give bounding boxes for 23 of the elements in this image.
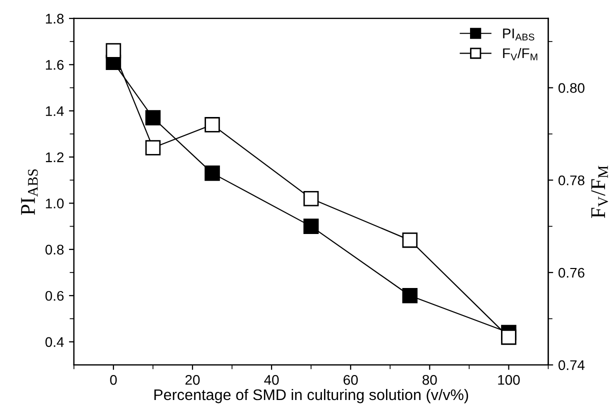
y-tick-label: 0.4 bbox=[45, 337, 64, 347]
y-tick-label: 1.6 bbox=[46, 60, 64, 70]
y-tick-label: 1.0 bbox=[46, 198, 64, 208]
y-tick-label: 0.8 bbox=[45, 244, 64, 255]
y-tick-label: 0.6 bbox=[45, 290, 64, 301]
legend-label: PI$_{ABS}$ bbox=[503, 28, 534, 41]
y2-tick-label: 0.76 bbox=[558, 268, 584, 278]
x-axis-title: Percentage of SMD in culturing solution (v/v%) bbox=[154, 388, 468, 404]
x-tick-label: 80 bbox=[422, 374, 437, 385]
x-tick-label: 40 bbox=[264, 374, 279, 385]
y2-tick-label: 0.78 bbox=[558, 175, 584, 186]
y-axis-title: PI$_{ABS}$ bbox=[21, 169, 38, 215]
x-tick-label: 60 bbox=[344, 374, 358, 385]
y-tick-label: 1.8 bbox=[46, 14, 64, 24]
x-tick-label: 0 bbox=[110, 374, 117, 385]
y2-tick-label: 0.80 bbox=[558, 83, 584, 93]
y-tick-label: 1.4 bbox=[46, 106, 64, 116]
y-tick-label: 1.2 bbox=[46, 152, 64, 162]
legend-label: F$_{V}$/F$_{M}$ bbox=[503, 48, 538, 60]
x-tick-label: 20 bbox=[185, 374, 200, 385]
y2-axis-title: F$_{V}$/F$_{M}$ bbox=[591, 166, 608, 218]
x-tick-label: 100 bbox=[498, 374, 520, 385]
y2-tick-label: 0.74 bbox=[558, 360, 585, 370]
